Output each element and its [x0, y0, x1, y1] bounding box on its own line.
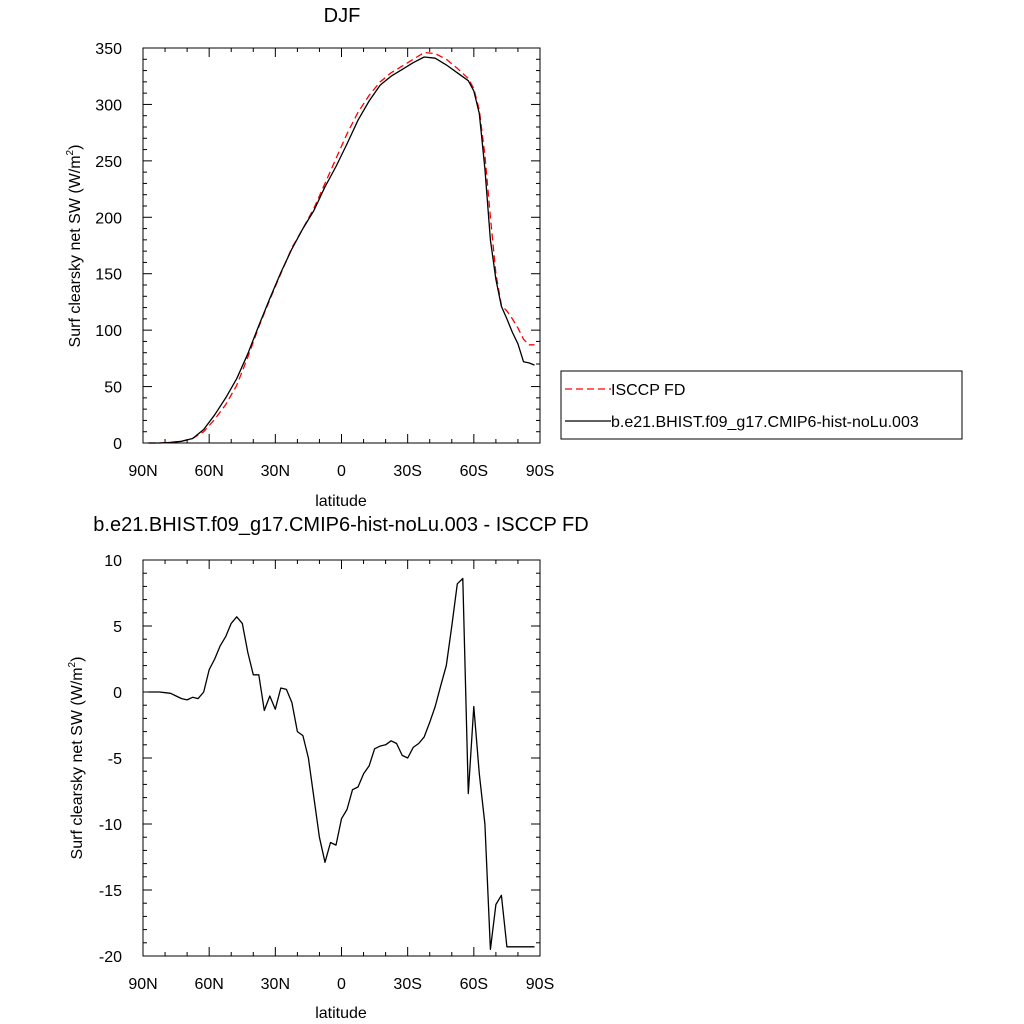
legend-box: [560, 370, 963, 440]
x-axis-label: latitude: [315, 493, 367, 510]
axis-ticks: 90N 60N 30N 0 30S 60S 90S -20 -15 -10 -5 0 5 10: [99, 553, 554, 993]
y-tick-label: 50: [104, 380, 122, 397]
x-tick-label: 30N: [261, 463, 290, 480]
y-tick-label: 200: [95, 210, 122, 227]
x-tick-label: 60N: [194, 976, 223, 993]
y-tick-label: 0: [113, 436, 122, 453]
x-tick-label: 0: [337, 463, 346, 480]
x-tick-label: 30S: [393, 463, 421, 480]
y-axis-label: Surf clearsky net SW (W/m2): [67, 657, 86, 860]
chart-title: DJF: [324, 5, 361, 27]
x-tick-label: 60S: [460, 976, 488, 993]
y-tick-label: 0: [113, 685, 122, 702]
x-tick-label: 90N: [128, 463, 157, 480]
series-line-0: [148, 577, 535, 951]
x-tick-label: 60S: [460, 463, 488, 480]
legend: ISCCP FD b.e21.BHIST.f09_g17.CMIP6-hist-…: [560, 370, 963, 440]
chart-title: b.e21.BHIST.f09_g17.CMIP6-hist-noLu.003 …: [93, 514, 588, 536]
y-tick-label: 250: [95, 154, 122, 171]
y-tick-label: 10: [104, 553, 122, 570]
y-tick-label: 300: [95, 97, 122, 114]
x-tick-label: 30S: [393, 976, 421, 993]
y-tick-label: -15: [99, 883, 122, 900]
x-tick-label: 90N: [128, 976, 157, 993]
axis-ticks: 90N 60N 30N 0 30S 60S 90S 0 50 100 150 200 250 300 350: [95, 41, 554, 480]
x-axis-label: latitude: [315, 1005, 367, 1022]
y-tick-label: -5: [108, 751, 122, 768]
plot-frame: [142, 47, 541, 444]
y-tick-label: -10: [99, 817, 122, 834]
x-tick-label: 90S: [526, 976, 554, 993]
y-tick-label: 5: [113, 619, 122, 636]
x-tick-label: 30N: [261, 976, 290, 993]
x-tick-label: 60N: [194, 463, 223, 480]
series-line-1: [148, 56, 535, 444]
climatology-panel: DJF 90N 60N 30N 0 30S 60S 90S 0 50 100 150 200 250 30…: [65, 5, 554, 510]
difference-panel: b.e21.BHIST.f09_g17.CMIP6-hist-noLu.003 …: [67, 514, 589, 1022]
y-tick-label: -20: [99, 949, 122, 966]
y-axis-label: Surf clearsky net SW (W/m2): [65, 145, 84, 348]
series-line-0: [148, 51, 535, 444]
y-tick-label: 100: [95, 323, 122, 340]
plot-frame: [142, 559, 541, 957]
x-tick-label: 0: [337, 976, 346, 993]
legend-label-isccp: ISCCP FD: [611, 382, 685, 399]
series-lines: [148, 51, 535, 444]
y-tick-label: 350: [95, 41, 122, 58]
series-lines: [148, 577, 535, 951]
legend-label-model: b.e21.BHIST.f09_g17.CMIP6-hist-noLu.003: [611, 414, 919, 431]
x-tick-label: 90S: [526, 463, 554, 480]
y-tick-label: 150: [95, 267, 122, 284]
